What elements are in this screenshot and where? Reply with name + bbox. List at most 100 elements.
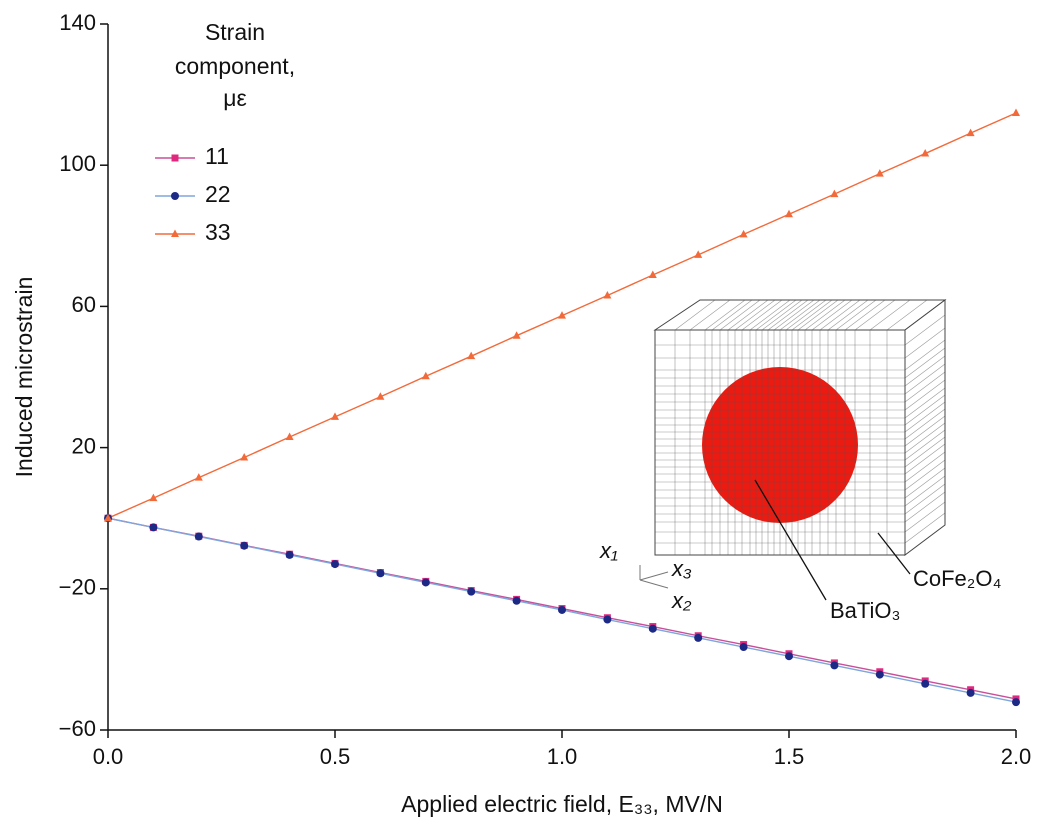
y-tick-label: 20 xyxy=(72,433,96,458)
mesh-line xyxy=(904,379,946,411)
mesh-line xyxy=(741,299,783,331)
mesh-line xyxy=(844,299,886,331)
mesh-line xyxy=(904,443,946,475)
mesh-line xyxy=(904,327,946,359)
marker xyxy=(966,128,975,137)
mesh-line xyxy=(904,355,946,387)
mesh-line xyxy=(904,387,946,419)
mesh xyxy=(655,299,946,555)
mesh-line xyxy=(785,299,827,331)
legend-label: 33 xyxy=(205,219,231,245)
marker xyxy=(285,550,294,559)
inclusion-label: BaTiO₃ xyxy=(830,598,901,623)
x-tick-label: 1.0 xyxy=(547,744,578,769)
mesh-line xyxy=(711,299,753,331)
legend-label: 11 xyxy=(205,143,229,169)
marker xyxy=(830,661,839,670)
x-axis-label: Applied electric field, E₃₃, MV/N xyxy=(401,791,723,817)
marker xyxy=(285,432,294,441)
triad-axis xyxy=(639,579,669,589)
mesh-line xyxy=(904,436,946,468)
y-tick-label: 60 xyxy=(72,292,96,317)
marker xyxy=(1012,108,1020,116)
mesh-line xyxy=(674,299,716,331)
y-tick-label: −20 xyxy=(59,575,96,600)
axis-x1-label: x₁ xyxy=(599,538,618,563)
mesh-line xyxy=(767,299,809,331)
marker xyxy=(603,615,612,624)
legend-title: Strain xyxy=(205,19,265,45)
marker xyxy=(785,652,793,661)
legend-title: component, xyxy=(175,53,295,79)
marker xyxy=(194,473,203,481)
mesh-line xyxy=(904,429,946,461)
x-tick-label: 0.5 xyxy=(320,744,351,769)
marker xyxy=(1012,698,1020,707)
marker xyxy=(331,412,339,420)
mesh-line xyxy=(689,299,731,331)
marker xyxy=(921,149,930,157)
marker xyxy=(376,392,385,400)
legend-item: 22 xyxy=(155,181,231,207)
marker xyxy=(694,250,703,258)
mesh-line xyxy=(797,299,839,331)
legend-item: 33 xyxy=(155,219,231,245)
legend-title: με xyxy=(223,85,247,111)
marker xyxy=(603,290,612,299)
marker xyxy=(739,643,748,652)
mesh-line xyxy=(886,299,928,331)
mesh-line xyxy=(719,299,761,331)
marker xyxy=(149,523,158,532)
marker xyxy=(785,209,793,218)
mesh-line xyxy=(761,299,803,331)
marker xyxy=(512,596,521,605)
leader-line xyxy=(754,479,827,601)
mesh-line xyxy=(727,299,769,331)
mesh-line xyxy=(704,299,746,331)
marker xyxy=(421,371,430,380)
x-tick-label: 0.0 xyxy=(93,744,124,769)
marker xyxy=(966,688,975,697)
mesh-line xyxy=(904,339,946,371)
marker xyxy=(875,670,884,679)
mesh-line xyxy=(854,299,896,331)
matrix-label: CoFe₂O₄ xyxy=(913,566,1001,591)
mesh-line xyxy=(904,415,946,447)
mesh-line xyxy=(904,401,946,433)
mesh-line xyxy=(904,347,946,379)
mesh-line xyxy=(791,299,833,331)
mesh-line xyxy=(904,467,946,499)
marker xyxy=(921,679,930,688)
mesh-line xyxy=(904,371,946,403)
marker xyxy=(421,578,430,587)
marker xyxy=(648,270,657,278)
marker xyxy=(512,331,521,339)
mesh-line xyxy=(779,299,821,331)
mesh-line xyxy=(819,299,861,331)
triad-axis xyxy=(639,571,669,581)
marker xyxy=(694,633,703,642)
marker xyxy=(376,569,385,578)
mesh-line xyxy=(904,408,946,440)
mesh-line xyxy=(904,459,946,491)
mesh-line xyxy=(904,475,946,507)
marker xyxy=(558,605,566,614)
marker xyxy=(240,452,249,461)
marker xyxy=(875,169,884,177)
x-tick-label: 1.5 xyxy=(774,744,805,769)
marker xyxy=(467,587,476,596)
mesh-line xyxy=(869,299,911,331)
mesh-line xyxy=(904,501,946,533)
mesh-line xyxy=(904,483,946,515)
y-tick-label: 140 xyxy=(59,10,96,35)
mesh-line xyxy=(804,299,846,331)
mesh-line xyxy=(904,394,946,426)
legend-marker xyxy=(171,229,179,237)
x-tick-label: 2.0 xyxy=(1001,744,1032,769)
legend-label: 22 xyxy=(205,181,231,207)
mesh-line xyxy=(904,363,946,395)
axis-x2-label: x₂ xyxy=(671,588,692,613)
legend-marker xyxy=(171,192,179,200)
leader-line xyxy=(877,532,911,575)
